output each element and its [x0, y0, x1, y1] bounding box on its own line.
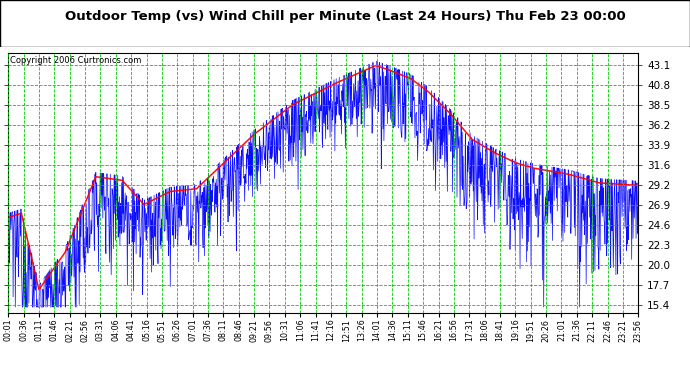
Text: Outdoor Temp (vs) Wind Chill per Minute (Last 24 Hours) Thu Feb 23 00:00: Outdoor Temp (vs) Wind Chill per Minute …: [65, 10, 625, 23]
Text: Copyright 2006 Curtronics.com: Copyright 2006 Curtronics.com: [10, 56, 141, 65]
